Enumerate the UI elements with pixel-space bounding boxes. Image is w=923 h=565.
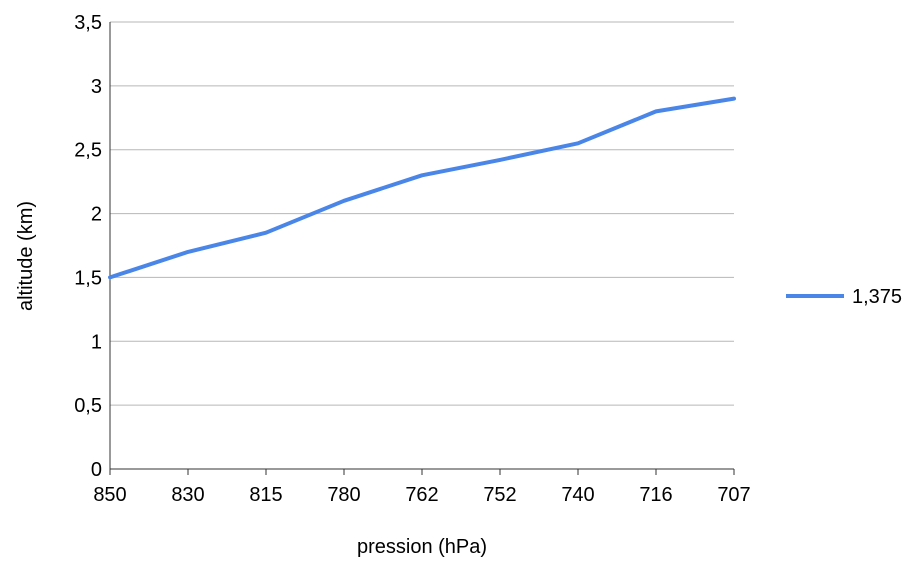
legend-label: 1,375 <box>852 286 902 308</box>
axes <box>109 22 735 475</box>
grid-lines <box>110 21 734 406</box>
series-line <box>108 96 736 280</box>
x-tick-label: 850 <box>93 484 126 506</box>
y-tick-label: 3 <box>91 76 102 98</box>
y-tick-label: 2,5 <box>74 140 102 162</box>
x-tick-label: 780 <box>327 484 360 506</box>
x-axis-title: pression (hPa) <box>357 536 487 558</box>
x-tick-labels: 850 830 815 780 762 752 740 716 707 <box>93 484 750 506</box>
x-tick-label: 830 <box>171 484 204 506</box>
y-tick-label: 3,5 <box>74 12 102 34</box>
series-group <box>108 96 736 280</box>
y-tick-label: 2 <box>91 204 102 226</box>
y-tick-label: 0,5 <box>74 395 102 417</box>
x-tick-label: 815 <box>249 484 282 506</box>
x-tick-label: 752 <box>483 484 516 506</box>
y-tick-label: 1 <box>91 331 102 353</box>
y-tick-labels: 0 0,5 1 1,5 2 2,5 3 3,5 <box>74 12 102 481</box>
y-tick-label: 1,5 <box>74 267 102 289</box>
x-tick-label: 707 <box>717 484 750 506</box>
x-tick-label: 762 <box>405 484 438 506</box>
x-tick-label: 716 <box>639 484 672 506</box>
y-axis-title: altitude (km) <box>15 201 37 311</box>
x-tick-label: 740 <box>561 484 594 506</box>
legend: 1,375 <box>786 286 902 308</box>
y-tick-label: 0 <box>91 459 102 481</box>
